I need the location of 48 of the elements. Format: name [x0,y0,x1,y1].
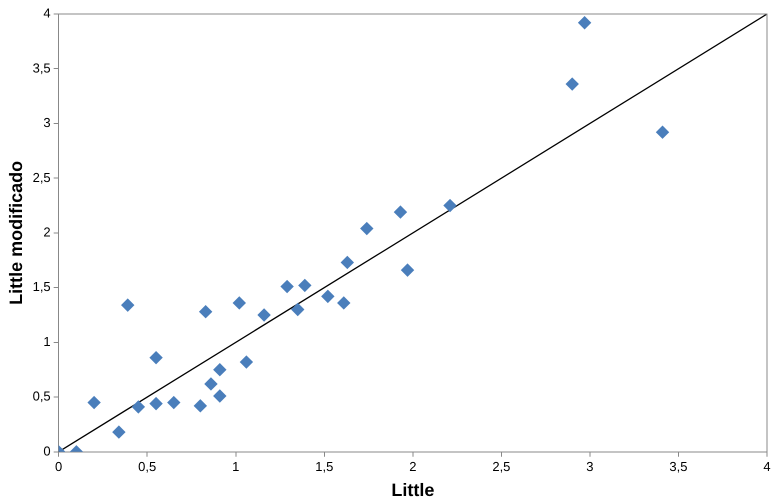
point [566,78,579,91]
y-tick-label: 2,5 [32,170,51,185]
x-tick-label: 0,5 [138,459,156,474]
point [132,400,145,414]
point [444,199,457,212]
point [394,206,407,219]
y-tick-label: 2 [43,224,51,240]
x-tick-label: 4 [763,459,771,474]
y-tick-label: 0,5 [32,388,51,404]
y-tick-label: 1 [43,334,51,349]
point [321,290,334,303]
x-tick-label: 3,5 [669,459,688,474]
point [150,351,163,364]
point [401,264,414,277]
y-tick-label: 1,5 [32,279,51,294]
x-tick-label: 2 [409,459,416,474]
y-tick-label: 4 [43,6,51,21]
y-tick-label: 3,5 [32,60,51,76]
y-axis-title: Little modificado [6,160,26,305]
point [150,397,163,410]
point [112,426,126,439]
point [121,298,134,312]
x-tick-label: 1,5 [315,459,334,474]
point [360,222,374,236]
point [199,305,212,318]
x-tick-label: 0 [55,459,62,474]
point [213,363,226,376]
point [656,126,670,139]
y-tick-label: 3 [43,115,51,130]
point [167,396,180,410]
point [291,303,304,316]
point [194,399,207,412]
x-axis-title: Little [391,480,434,500]
y-tick-label: 0 [43,443,51,458]
point [240,356,253,369]
point [337,296,350,310]
point [578,16,592,30]
x-tick-label: 2,5 [492,459,510,474]
point [232,296,246,310]
point [298,278,312,292]
point [340,256,354,269]
point [213,389,226,402]
point [280,280,294,294]
x-tick-label: 3 [586,459,594,474]
point [258,308,271,322]
point [204,377,218,390]
x-tick-label: 1 [232,459,240,474]
point [88,396,101,410]
